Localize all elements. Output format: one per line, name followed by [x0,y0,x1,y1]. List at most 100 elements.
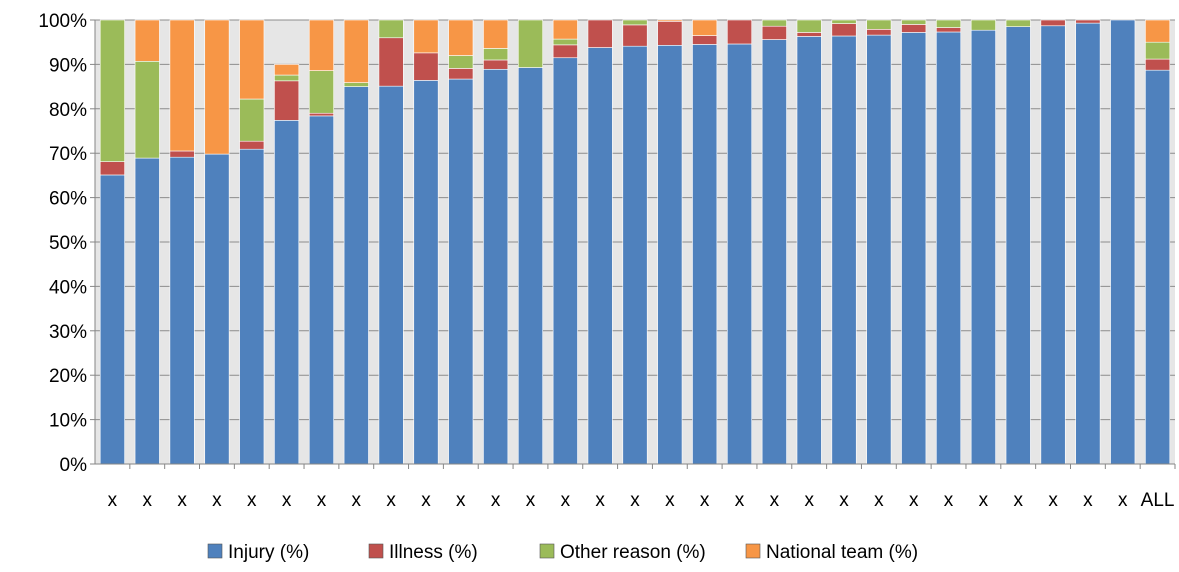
bar-segment-other-reason [343,82,369,87]
axes [90,19,1176,469]
x-tick-label: x [247,490,257,511]
y-tick-label: 90% [49,55,87,76]
bar-segment-other-reason [378,19,404,39]
bar-stack [796,19,822,465]
bars [99,19,1171,465]
bar-segment-national-team [483,19,509,49]
bar-segment-national-team [657,19,683,22]
bar-segment-injury [1075,22,1101,465]
bar-segment-other-reason [1005,19,1031,27]
bar-segment-national-team [552,19,578,40]
bar-segment-other-reason [622,19,648,26]
bar-stack [343,19,369,465]
bar-segment-national-team [204,19,230,155]
bar-segment-illness [308,112,334,117]
legend-swatch [207,543,223,559]
bar-stack [761,19,787,465]
bar-stack [622,19,648,465]
bar-stack [274,64,300,465]
y-tick-label: 80% [49,100,87,121]
bar-segment-other-reason [483,48,509,61]
bar-segment-national-team [169,19,195,152]
bar-segment-national-team [1145,19,1171,43]
bar-segment-injury [1040,25,1066,465]
bar-segment-illness [448,68,474,80]
x-tick-label: x [770,490,780,511]
bar-segment-illness [1075,19,1101,24]
bar-stack [169,19,195,465]
bar-stack [378,19,404,465]
legend-label: Injury (%) [228,542,309,563]
bar-stack [239,19,265,465]
bar-segment-national-team [448,19,474,56]
legend-label: Other reason (%) [560,542,706,563]
x-tick-label: x [1013,490,1023,511]
bar-segment-illness [901,24,927,33]
bar-segment-illness [1145,58,1171,71]
bar-stack [308,19,334,465]
bar-stack [866,19,892,465]
x-tick-label: x [456,490,466,511]
bar-segment-injury [169,156,195,465]
bar-segment-injury [622,45,648,465]
bar-segment-injury [761,39,787,465]
bar-segment-injury [552,57,578,465]
bar-segment-other-reason [866,19,892,30]
y-tick-label: 30% [49,322,87,343]
bar-segment-injury [936,31,962,465]
bar-segment-illness [622,24,648,47]
x-tick-label: x [561,490,571,511]
bar-segment-other-reason [761,19,787,27]
x-tick-label: x [1048,490,1058,511]
bar-stack [970,19,996,465]
bar-segment-injury [657,45,683,465]
x-tick-label: x [386,490,396,511]
bar-segment-injury [413,80,439,465]
bar-segment-injury [796,36,822,465]
bar-segment-illness [866,29,892,36]
x-tick-label: x [839,490,849,511]
y-tick-label: 10% [49,411,87,432]
bar-stack [727,19,753,465]
bar-stack [1145,19,1171,465]
x-tick-label: x [944,490,954,511]
x-tick-label: x [282,490,292,511]
bar-stack [936,19,962,465]
y-tick-label: 0% [60,455,88,476]
bar-segment-injury [448,78,474,465]
bar-segment-national-team [308,19,334,71]
bar-segment-illness [761,25,787,40]
x-tick-label: x [143,490,153,511]
bar-segment-injury [343,86,369,465]
bar-segment-injury [866,34,892,465]
x-tick-label: x [630,490,640,511]
bar-segment-illness [587,19,613,48]
bar-segment-injury [587,47,613,465]
bar-segment-injury [1110,19,1136,465]
bar-segment-other-reason [448,55,474,69]
bar-stack [1110,19,1136,465]
bar-stack [517,19,543,465]
bar-stack [1040,19,1066,465]
legend-swatch [745,543,761,559]
bar-segment-other-reason [831,19,857,24]
bar-segment-national-team [274,64,300,76]
legend-item: Other reason (%) [539,542,706,563]
bar-segment-national-team [413,19,439,54]
x-tick-label: x [177,490,187,511]
bar-stack [692,19,718,465]
bar-segment-illness [727,19,753,45]
bar-segment-illness [239,140,265,150]
bar-segment-injury [134,157,160,465]
bar-segment-illness [796,32,822,37]
bar-stack [901,19,927,465]
bar-segment-other-reason [552,38,578,46]
bar-segment-illness [99,161,125,176]
bar-segment-other-reason [970,19,996,31]
bar-segment-other-reason [517,19,543,68]
y-tick-label: 70% [49,144,87,165]
bar-segment-injury [483,68,509,465]
bar-segment-injury [831,35,857,465]
bar-segment-injury [378,85,404,465]
x-tick-label: x [595,490,605,511]
